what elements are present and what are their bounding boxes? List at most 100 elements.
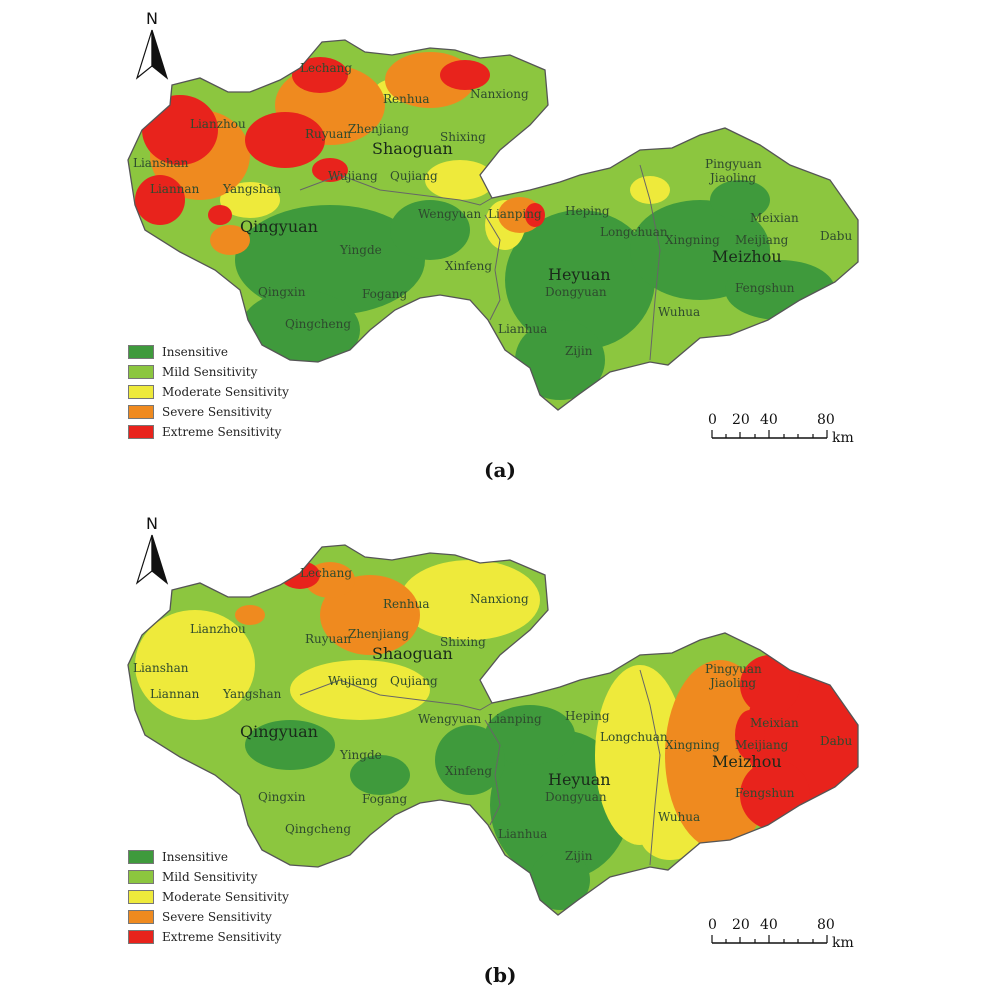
city-qingyuan: Qingyuan: [240, 722, 318, 741]
insensitive-zones: [245, 705, 630, 910]
legend-swatch: [128, 385, 154, 399]
county-heping: Heping: [565, 204, 610, 218]
sensitivity-map-a: Lechang Renhua Nanxiong Lianzhou Ruyuan …: [127, 39, 859, 411]
county-dongyuan: Dongyuan: [545, 285, 607, 299]
legend-item: Mild Sensitivity: [128, 867, 289, 887]
legend-item: Extreme Sensitivity: [128, 927, 289, 947]
scale-tick-20: 20: [732, 412, 750, 428]
county-dabu: Dabu: [820, 734, 852, 748]
county-nanxiong: Nanxiong: [470, 87, 529, 101]
scale-bar: 0 20 40 80 km: [708, 412, 854, 445]
county-lianshan: Lianshan: [133, 661, 189, 675]
county-lianzhou: Lianzhou: [190, 117, 246, 131]
legend-item: Extreme Sensitivity: [128, 422, 289, 442]
county-labels: Lechang Renhua Nanxiong Lianzhou Ruyuan …: [133, 566, 852, 863]
county-longchuan: Longchuan: [600, 225, 668, 239]
legend-item: Severe Sensitivity: [128, 907, 289, 927]
county-liannan: Liannan: [150, 687, 200, 701]
county-fogang: Fogang: [362, 287, 407, 301]
panel-label-a: (a): [484, 458, 516, 482]
legend-swatch: [128, 890, 154, 904]
county-dabu: Dabu: [820, 229, 852, 243]
county-wengyuan: Wengyuan: [418, 712, 482, 726]
county-fogang: Fogang: [362, 792, 407, 806]
county-jiaoling: Jiaoling: [708, 171, 756, 185]
scale-tick-40: 40: [760, 917, 778, 933]
county-wuhua: Wuhua: [658, 810, 700, 824]
county-wujiang: Wujiang: [328, 169, 378, 183]
north-arrow-icon: N: [135, 514, 169, 585]
north-label: N: [146, 9, 158, 28]
legend-swatch: [128, 425, 154, 439]
county-qingcheng: Qingcheng: [285, 822, 351, 836]
legend-swatch: [128, 365, 154, 379]
county-wuhua: Wuhua: [658, 305, 700, 319]
county-zijin: Zijin: [565, 849, 593, 863]
county-qingcheng: Qingcheng: [285, 317, 351, 331]
county-liannan: Liannan: [150, 182, 200, 196]
county-longchuan: Longchuan: [600, 730, 668, 744]
county-lechang: Lechang: [300, 61, 352, 75]
county-zijin: Zijin: [565, 344, 593, 358]
legend-item: Insensitive: [128, 847, 289, 867]
panel-label-b: (b): [483, 963, 517, 987]
scale-tick-0: 0: [708, 412, 717, 428]
county-fengshun: Fengshun: [735, 281, 795, 295]
legend-item: Insensitive: [128, 342, 289, 362]
county-jiaoling: Jiaoling: [708, 676, 756, 690]
scale-tick-80: 80: [817, 917, 835, 933]
legend-item: Moderate Sensitivity: [128, 887, 289, 907]
county-lianhua: Lianhua: [498, 322, 547, 336]
north-arrow-icon: N: [135, 9, 169, 80]
scale-tick-40: 40: [760, 412, 778, 428]
legend-swatch: [128, 910, 154, 924]
legend-b: Insensitive Mild Sensitivity Moderate Se…: [128, 847, 289, 947]
city-meizhou: Meizhou: [712, 247, 782, 266]
county-xinfeng: Xinfeng: [445, 764, 492, 778]
county-lianzhou: Lianzhou: [190, 622, 246, 636]
county-ruyuan: Ruyuan: [305, 127, 351, 141]
county-fengshun: Fengshun: [735, 786, 795, 800]
county-qingxin: Qingxin: [258, 285, 306, 299]
region-outline: [127, 544, 859, 916]
county-dongyuan: Dongyuan: [545, 790, 607, 804]
county-renhua: Renhua: [383, 92, 429, 106]
county-wujiang: Wujiang: [328, 674, 378, 688]
county-zhenjiang: Zhenjiang: [348, 627, 409, 641]
legend-a: Insensitive Mild Sensitivity Moderate Se…: [128, 342, 289, 442]
county-xinfeng: Xinfeng: [445, 259, 492, 273]
county-meijiang: Meijiang: [735, 738, 789, 752]
county-meijiang: Meijiang: [735, 233, 789, 247]
legend-swatch: [128, 345, 154, 359]
county-yingde: Yingde: [339, 748, 382, 762]
county-xingning: Xingning: [665, 233, 720, 247]
county-shixing: Shixing: [440, 635, 486, 649]
city-meizhou: Meizhou: [712, 752, 782, 771]
scale-unit: km: [832, 430, 854, 445]
severe-zones: [235, 562, 775, 850]
legend-item: Moderate Sensitivity: [128, 382, 289, 402]
legend-swatch: [128, 930, 154, 944]
city-heyuan: Heyuan: [548, 770, 611, 789]
map-panel-b: Lechang Renhua Nanxiong Lianzhou Ruyuan …: [0, 505, 1000, 1005]
legend-swatch: [128, 870, 154, 884]
scale-tick-0: 0: [708, 917, 717, 933]
scale-unit: km: [832, 935, 854, 950]
scale-bar: 0 20 40 80 km: [708, 917, 854, 950]
county-shixing: Shixing: [440, 130, 486, 144]
map-panel-a: Lechang Renhua Nanxiong Lianzhou Ruyuan …: [0, 0, 1000, 500]
legend-swatch: [128, 850, 154, 864]
scale-tick-80: 80: [817, 412, 835, 428]
county-lechang: Lechang: [300, 566, 352, 580]
county-qujiang: Qujiang: [390, 674, 438, 688]
city-heyuan: Heyuan: [548, 265, 611, 284]
city-shaoguan: Shaoguan: [372, 644, 453, 663]
county-ruyuan: Ruyuan: [305, 632, 351, 646]
city-labels: Shaoguan Qingyuan Heyuan Meizhou: [240, 139, 782, 284]
county-heping: Heping: [565, 709, 610, 723]
county-xingning: Xingning: [665, 738, 720, 752]
county-lianping: Lianping: [488, 712, 542, 726]
city-boundaries: [299, 669, 661, 866]
legend-swatch: [128, 405, 154, 419]
city-qingyuan: Qingyuan: [240, 217, 318, 236]
